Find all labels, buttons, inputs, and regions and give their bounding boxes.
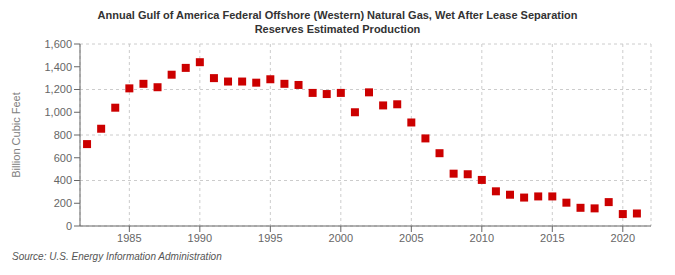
html-text:Source: U.S. Energy Informatio: Source: U.S. Energy Information Administ… (12, 251, 222, 262)
svg-text:2000: 2000 (329, 232, 353, 244)
svg-text:600: 600 (54, 152, 72, 164)
svg-text:400: 400 (54, 174, 72, 186)
svg-text:2015: 2015 (540, 232, 564, 244)
svg-text:1985: 1985 (117, 232, 141, 244)
html-text:Annual Gulf of America Federal: Annual Gulf of America Federal Offshore … (97, 9, 578, 21)
svg-text:2010: 2010 (470, 232, 494, 244)
svg-text:1,000: 1,000 (44, 106, 72, 118)
svg-text:1,400: 1,400 (44, 61, 72, 73)
svg-text:1,600: 1,600 (44, 38, 72, 50)
svg-text:1990: 1990 (188, 232, 212, 244)
svg-text:2005: 2005 (399, 232, 423, 244)
svg-text:Billion Cubic Feet: Billion Cubic Feet (10, 92, 22, 178)
svg-text:2020: 2020 (611, 232, 635, 244)
html-text:Reserves Estimated Production: Reserves Estimated Production (254, 23, 421, 35)
svg-text:1995: 1995 (258, 232, 282, 244)
svg-text:200: 200 (54, 197, 72, 209)
svg-text:800: 800 (54, 129, 72, 141)
svg-text:0: 0 (66, 220, 72, 232)
svg-text:1,200: 1,200 (44, 83, 72, 95)
